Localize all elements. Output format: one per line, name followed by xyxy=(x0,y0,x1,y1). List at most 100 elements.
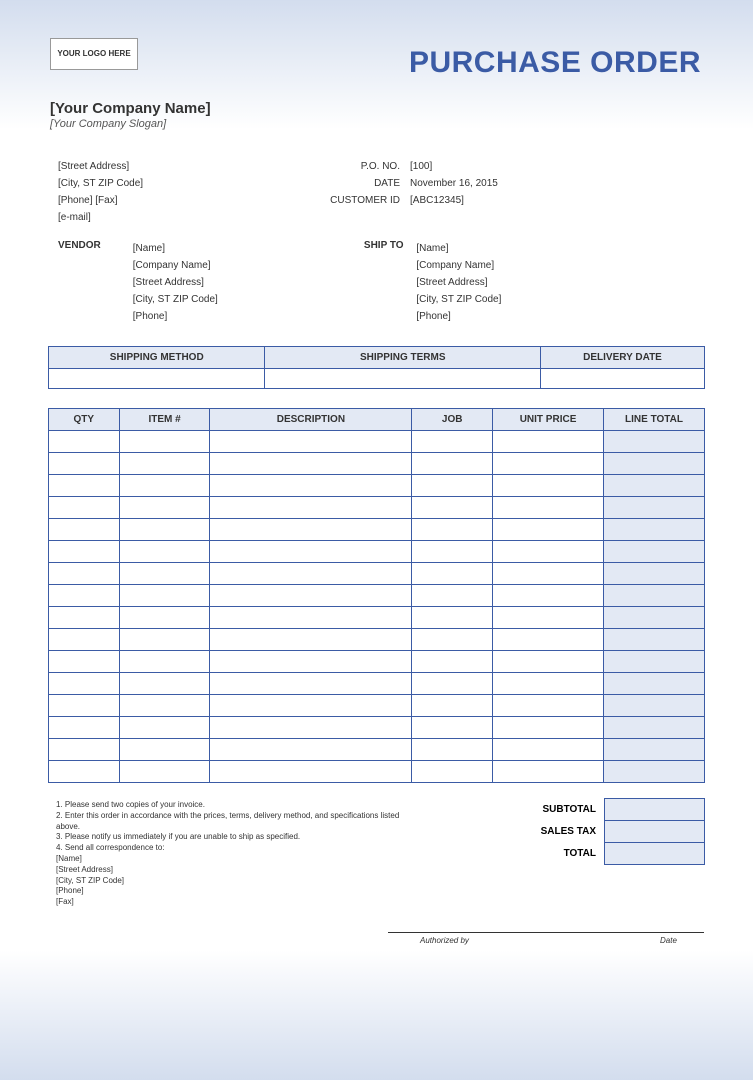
item-cell[interactable] xyxy=(412,453,493,475)
item-cell[interactable] xyxy=(210,651,412,673)
item-cell[interactable] xyxy=(412,497,493,519)
item-cell[interactable] xyxy=(604,563,705,585)
item-cell[interactable] xyxy=(604,739,705,761)
item-cell[interactable] xyxy=(210,717,412,739)
item-cell[interactable] xyxy=(604,673,705,695)
item-cell[interactable] xyxy=(49,651,120,673)
item-cell[interactable] xyxy=(119,607,210,629)
item-cell[interactable] xyxy=(493,673,604,695)
item-cell[interactable] xyxy=(49,695,120,717)
item-cell[interactable] xyxy=(49,585,120,607)
item-cell[interactable] xyxy=(412,519,493,541)
item-cell[interactable] xyxy=(49,475,120,497)
item-cell[interactable] xyxy=(493,431,604,453)
delivery-date-cell[interactable] xyxy=(540,369,704,389)
item-cell[interactable] xyxy=(119,453,210,475)
item-cell[interactable] xyxy=(49,761,120,783)
item-cell[interactable] xyxy=(210,695,412,717)
item-cell[interactable] xyxy=(49,629,120,651)
item-cell[interactable] xyxy=(412,541,493,563)
item-cell[interactable] xyxy=(604,497,705,519)
item-cell[interactable] xyxy=(493,541,604,563)
item-cell[interactable] xyxy=(604,453,705,475)
item-cell[interactable] xyxy=(119,739,210,761)
item-cell[interactable] xyxy=(49,673,120,695)
shipping-terms-cell[interactable] xyxy=(265,369,541,389)
item-cell[interactable] xyxy=(604,761,705,783)
subtotal-value[interactable] xyxy=(605,799,705,821)
item-cell[interactable] xyxy=(210,739,412,761)
item-cell[interactable] xyxy=(119,563,210,585)
item-cell[interactable] xyxy=(119,651,210,673)
item-cell[interactable] xyxy=(412,673,493,695)
item-cell[interactable] xyxy=(604,475,705,497)
item-cell[interactable] xyxy=(119,519,210,541)
item-cell[interactable] xyxy=(49,607,120,629)
item-cell[interactable] xyxy=(210,585,412,607)
item-cell[interactable] xyxy=(119,761,210,783)
item-cell[interactable] xyxy=(119,431,210,453)
item-cell[interactable] xyxy=(604,629,705,651)
item-cell[interactable] xyxy=(119,717,210,739)
item-cell[interactable] xyxy=(493,519,604,541)
item-cell[interactable] xyxy=(210,519,412,541)
item-cell[interactable] xyxy=(49,717,120,739)
item-cell[interactable] xyxy=(412,651,493,673)
item-cell[interactable] xyxy=(604,541,705,563)
item-cell[interactable] xyxy=(210,607,412,629)
shipping-method-cell[interactable] xyxy=(49,369,265,389)
item-cell[interactable] xyxy=(49,453,120,475)
item-cell[interactable] xyxy=(604,519,705,541)
item-cell[interactable] xyxy=(412,761,493,783)
item-cell[interactable] xyxy=(604,695,705,717)
item-cell[interactable] xyxy=(493,739,604,761)
item-cell[interactable] xyxy=(412,475,493,497)
item-cell[interactable] xyxy=(119,497,210,519)
item-cell[interactable] xyxy=(493,475,604,497)
item-cell[interactable] xyxy=(210,497,412,519)
item-cell[interactable] xyxy=(119,541,210,563)
item-cell[interactable] xyxy=(412,585,493,607)
item-cell[interactable] xyxy=(119,695,210,717)
item-cell[interactable] xyxy=(119,475,210,497)
item-cell[interactable] xyxy=(412,739,493,761)
item-cell[interactable] xyxy=(493,761,604,783)
item-cell[interactable] xyxy=(210,541,412,563)
item-cell[interactable] xyxy=(210,475,412,497)
item-cell[interactable] xyxy=(493,497,604,519)
item-cell[interactable] xyxy=(604,651,705,673)
item-cell[interactable] xyxy=(210,761,412,783)
item-cell[interactable] xyxy=(604,585,705,607)
item-cell[interactable] xyxy=(493,563,604,585)
item-cell[interactable] xyxy=(210,563,412,585)
item-cell[interactable] xyxy=(604,431,705,453)
item-cell[interactable] xyxy=(49,519,120,541)
item-cell[interactable] xyxy=(604,717,705,739)
item-cell[interactable] xyxy=(119,585,210,607)
item-cell[interactable] xyxy=(604,607,705,629)
item-cell[interactable] xyxy=(210,629,412,651)
item-cell[interactable] xyxy=(493,717,604,739)
item-cell[interactable] xyxy=(119,629,210,651)
item-cell[interactable] xyxy=(210,453,412,475)
item-cell[interactable] xyxy=(493,607,604,629)
item-cell[interactable] xyxy=(412,431,493,453)
item-cell[interactable] xyxy=(412,563,493,585)
item-cell[interactable] xyxy=(412,717,493,739)
total-value[interactable] xyxy=(605,843,705,865)
item-cell[interactable] xyxy=(49,739,120,761)
item-cell[interactable] xyxy=(493,453,604,475)
item-cell[interactable] xyxy=(210,673,412,695)
item-cell[interactable] xyxy=(49,541,120,563)
item-cell[interactable] xyxy=(412,629,493,651)
item-cell[interactable] xyxy=(119,673,210,695)
item-cell[interactable] xyxy=(412,607,493,629)
item-cell[interactable] xyxy=(49,431,120,453)
item-cell[interactable] xyxy=(493,585,604,607)
item-cell[interactable] xyxy=(493,651,604,673)
item-cell[interactable] xyxy=(49,497,120,519)
item-cell[interactable] xyxy=(493,695,604,717)
item-cell[interactable] xyxy=(493,629,604,651)
item-cell[interactable] xyxy=(412,695,493,717)
item-cell[interactable] xyxy=(210,431,412,453)
